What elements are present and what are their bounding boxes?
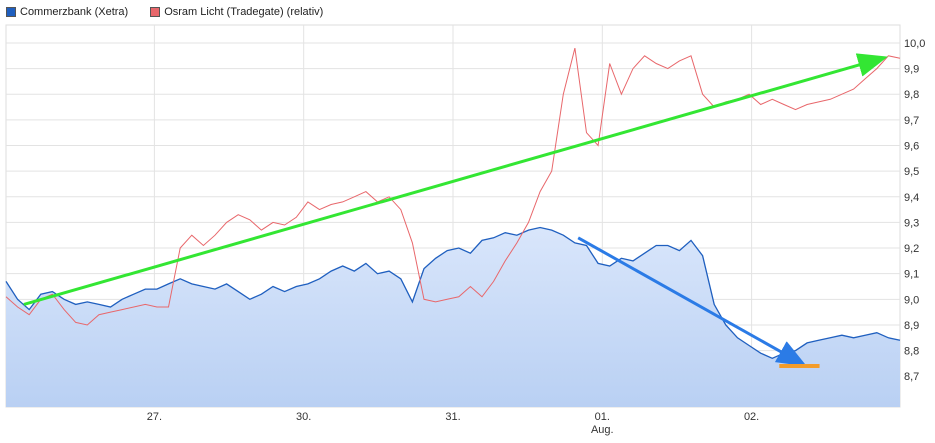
legend-swatch-osram	[150, 7, 161, 17]
legend-item-osram[interactable]: Osram Licht (Tradegate) (relativ)	[150, 6, 323, 18]
y-tick-label: 8,7	[904, 371, 919, 383]
y-tick-label: 9,3	[904, 217, 919, 229]
y-tick-label: 9,4	[904, 192, 919, 204]
y-tick-label: 9,8	[904, 89, 919, 101]
y-tick-label: 9,7	[904, 115, 919, 127]
x-tick-label: 01.	[595, 411, 610, 423]
trend-arrow-green	[23, 53, 888, 306]
y-tick-label: 10,0	[904, 38, 925, 50]
x-tick-label: 30.	[296, 411, 311, 423]
y-tick-label: 9,0	[904, 294, 919, 306]
legend-label-commerzbank: Commerzbank (Xetra)	[20, 6, 129, 18]
y-tick-label: 9,1	[904, 269, 919, 281]
y-tick-label: 9,9	[904, 64, 919, 76]
axes: 10,0 9,9 9,8 9,7 9,6 9,5 9,4 9,3 9,2 9,1 9,0 8,9 8,8…	[147, 38, 926, 436]
area-fill-commerzbank	[6, 227, 900, 407]
y-tick-label: 9,5	[904, 166, 919, 178]
legend-item-commerzbank[interactable]: Commerzbank (Xetra)	[6, 6, 128, 18]
series-line-commerzbank	[5, 226, 901, 360]
y-tick-label: 9,2	[904, 243, 919, 255]
legend-swatch-commerzbank	[6, 7, 16, 17]
legend-label-osram: Osram Licht (Tradegate) (relativ)	[164, 6, 324, 18]
y-tick-label: 8,8	[904, 346, 919, 358]
x-tick-label: 02.	[744, 411, 759, 423]
y-tick-label: 8,9	[904, 320, 919, 332]
trend-arrow-blue	[577, 236, 807, 367]
y-tick-label: 9,6	[904, 140, 919, 152]
x-tick-label: 31.	[445, 411, 460, 423]
x-tick-sublabel: Aug.	[591, 424, 614, 436]
x-tick-label: 27.	[147, 411, 162, 423]
annotations	[23, 53, 888, 368]
series-area-commerzbank	[6, 227, 900, 407]
legend: Commerzbank (Xetra) Osram Licht (Tradega…	[6, 6, 323, 18]
